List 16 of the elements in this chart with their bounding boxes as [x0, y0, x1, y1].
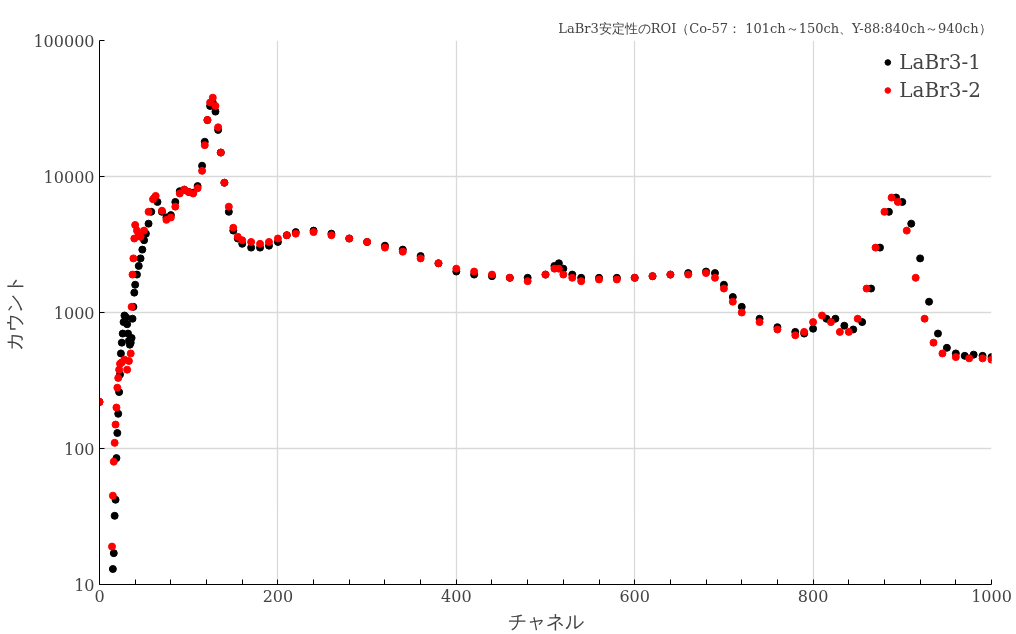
y-tick-label: 1000 [53, 303, 95, 323]
y-tick-label: 100 [63, 439, 95, 459]
y-tick-label: 100000 [33, 31, 95, 51]
y-tick-label: 10 [74, 575, 95, 595]
x-tick-label: 1000 [971, 586, 1012, 606]
legend-label: LaBr3-2 [899, 78, 981, 102]
x-tick-label: 400 [441, 586, 472, 606]
x-tick-label: 200 [262, 586, 294, 606]
x-tick-label: 600 [619, 586, 650, 606]
y-tick-label: 10000 [43, 167, 95, 187]
y-axis-title: カウント [3, 274, 26, 351]
x-axis-title: チャネル [507, 609, 584, 632]
chart-title: LaBr3安定性のROI（Co-57： 101ch～150ch、Y-88:840ch～940ch） [558, 20, 992, 36]
x-tick-label: 800 [797, 586, 829, 606]
legend-label: LaBr3-1 [899, 50, 981, 74]
x-tick-label: 0 [94, 586, 105, 606]
